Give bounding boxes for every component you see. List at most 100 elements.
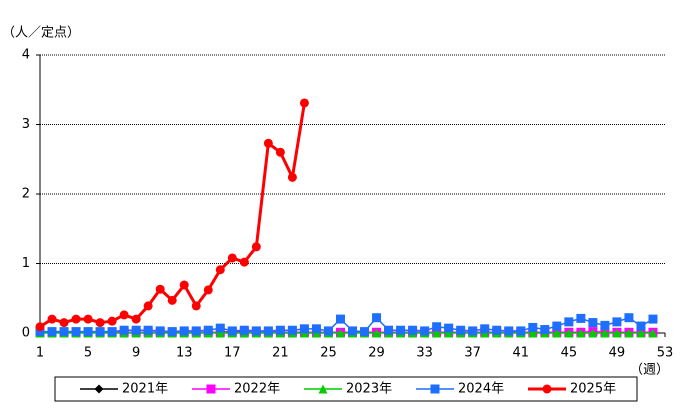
- data-point: [576, 313, 586, 323]
- data-point: [119, 325, 129, 335]
- data-point: [227, 253, 237, 263]
- data-point: [600, 328, 610, 338]
- y-tick-label: 4: [22, 48, 30, 63]
- data-point: [263, 138, 273, 148]
- data-point: [564, 317, 574, 327]
- data-point: [648, 314, 658, 324]
- data-point: [420, 326, 430, 336]
- x-tick-label: 45: [561, 346, 578, 361]
- data-point: [179, 280, 189, 290]
- legend-marker: [318, 384, 328, 394]
- data-point: [287, 172, 297, 182]
- legend-marker: [94, 384, 104, 394]
- data-point: [275, 147, 285, 157]
- y-tick-label: 3: [22, 117, 30, 132]
- x-tick-label: 37: [464, 346, 481, 361]
- data-point: [35, 327, 45, 337]
- legend-label: 2025年: [570, 382, 616, 397]
- data-point: [215, 323, 225, 333]
- data-point: [143, 325, 153, 335]
- data-point: [480, 324, 490, 334]
- data-point: [167, 327, 177, 337]
- data-point: [203, 285, 213, 295]
- data-point: [35, 322, 45, 332]
- legend-marker: [542, 384, 552, 394]
- data-point: [203, 325, 213, 335]
- data-point: [384, 325, 394, 335]
- data-point: [396, 325, 406, 335]
- x-tick-label: 1: [36, 346, 44, 361]
- data-point: [83, 327, 93, 337]
- data-point: [107, 316, 117, 326]
- data-point: [47, 327, 57, 337]
- data-point: [239, 257, 249, 267]
- data-point: [335, 328, 345, 338]
- data-point: [432, 322, 442, 332]
- data-point: [251, 242, 261, 252]
- x-tick-label: 13: [176, 346, 193, 361]
- data-point: [299, 324, 309, 334]
- y-axis-label: （人／定点）: [2, 26, 80, 41]
- data-point: [107, 327, 117, 337]
- data-point: [528, 328, 538, 338]
- data-point: [155, 326, 165, 336]
- data-point: [299, 98, 309, 108]
- data-point: [215, 328, 225, 338]
- data-point: [59, 327, 69, 337]
- x-tick-label: 9: [132, 346, 140, 361]
- legend-label: 2023年: [346, 382, 392, 397]
- y-tick-label: 0: [22, 326, 30, 341]
- series-line: [40, 316, 654, 333]
- data-point: [516, 326, 526, 336]
- data-point: [155, 284, 165, 294]
- data-point: [540, 325, 550, 335]
- data-point: [456, 325, 466, 335]
- data-point: [552, 321, 562, 331]
- data-point: [275, 325, 285, 335]
- data-point: [528, 322, 538, 332]
- data-point: [432, 328, 442, 338]
- data-point: [215, 265, 225, 275]
- data-point: [612, 328, 622, 338]
- x-tick-label: 41: [512, 346, 529, 361]
- data-point: [47, 314, 57, 324]
- data-point: [408, 325, 418, 335]
- data-point: [83, 314, 93, 324]
- data-point: [492, 325, 502, 335]
- data-point: [444, 328, 454, 338]
- data-point: [71, 314, 81, 324]
- data-point: [95, 327, 105, 337]
- data-point: [227, 326, 237, 336]
- x-tick-label: 5: [84, 346, 92, 361]
- y-tick-label: 2: [22, 187, 30, 202]
- data-point: [564, 328, 574, 338]
- data-point: [504, 326, 514, 336]
- x-tick-label: 49: [609, 346, 626, 361]
- x-tick-label: 17: [224, 346, 241, 361]
- data-point: [251, 326, 261, 336]
- data-point: [71, 327, 81, 337]
- data-point: [612, 317, 622, 327]
- data-point: [444, 323, 454, 333]
- x-axis-label: （週）: [630, 363, 669, 378]
- legend-marker: [430, 384, 440, 394]
- data-point: [636, 321, 646, 331]
- data-point: [360, 327, 370, 337]
- data-point: [131, 325, 141, 335]
- y-tick-label: 1: [22, 256, 30, 271]
- data-point: [95, 318, 105, 328]
- data-point: [636, 328, 646, 338]
- data-point: [468, 326, 478, 336]
- data-point: [588, 318, 598, 328]
- data-point: [239, 325, 249, 335]
- data-point: [191, 326, 201, 336]
- x-tick-label: 25: [320, 346, 337, 361]
- data-point: [323, 326, 333, 336]
- x-tick-label: 53: [657, 346, 674, 361]
- data-point: [576, 328, 586, 338]
- data-point: [348, 326, 357, 336]
- data-point: [372, 328, 382, 338]
- data-point: [167, 295, 177, 305]
- data-point: [372, 313, 382, 323]
